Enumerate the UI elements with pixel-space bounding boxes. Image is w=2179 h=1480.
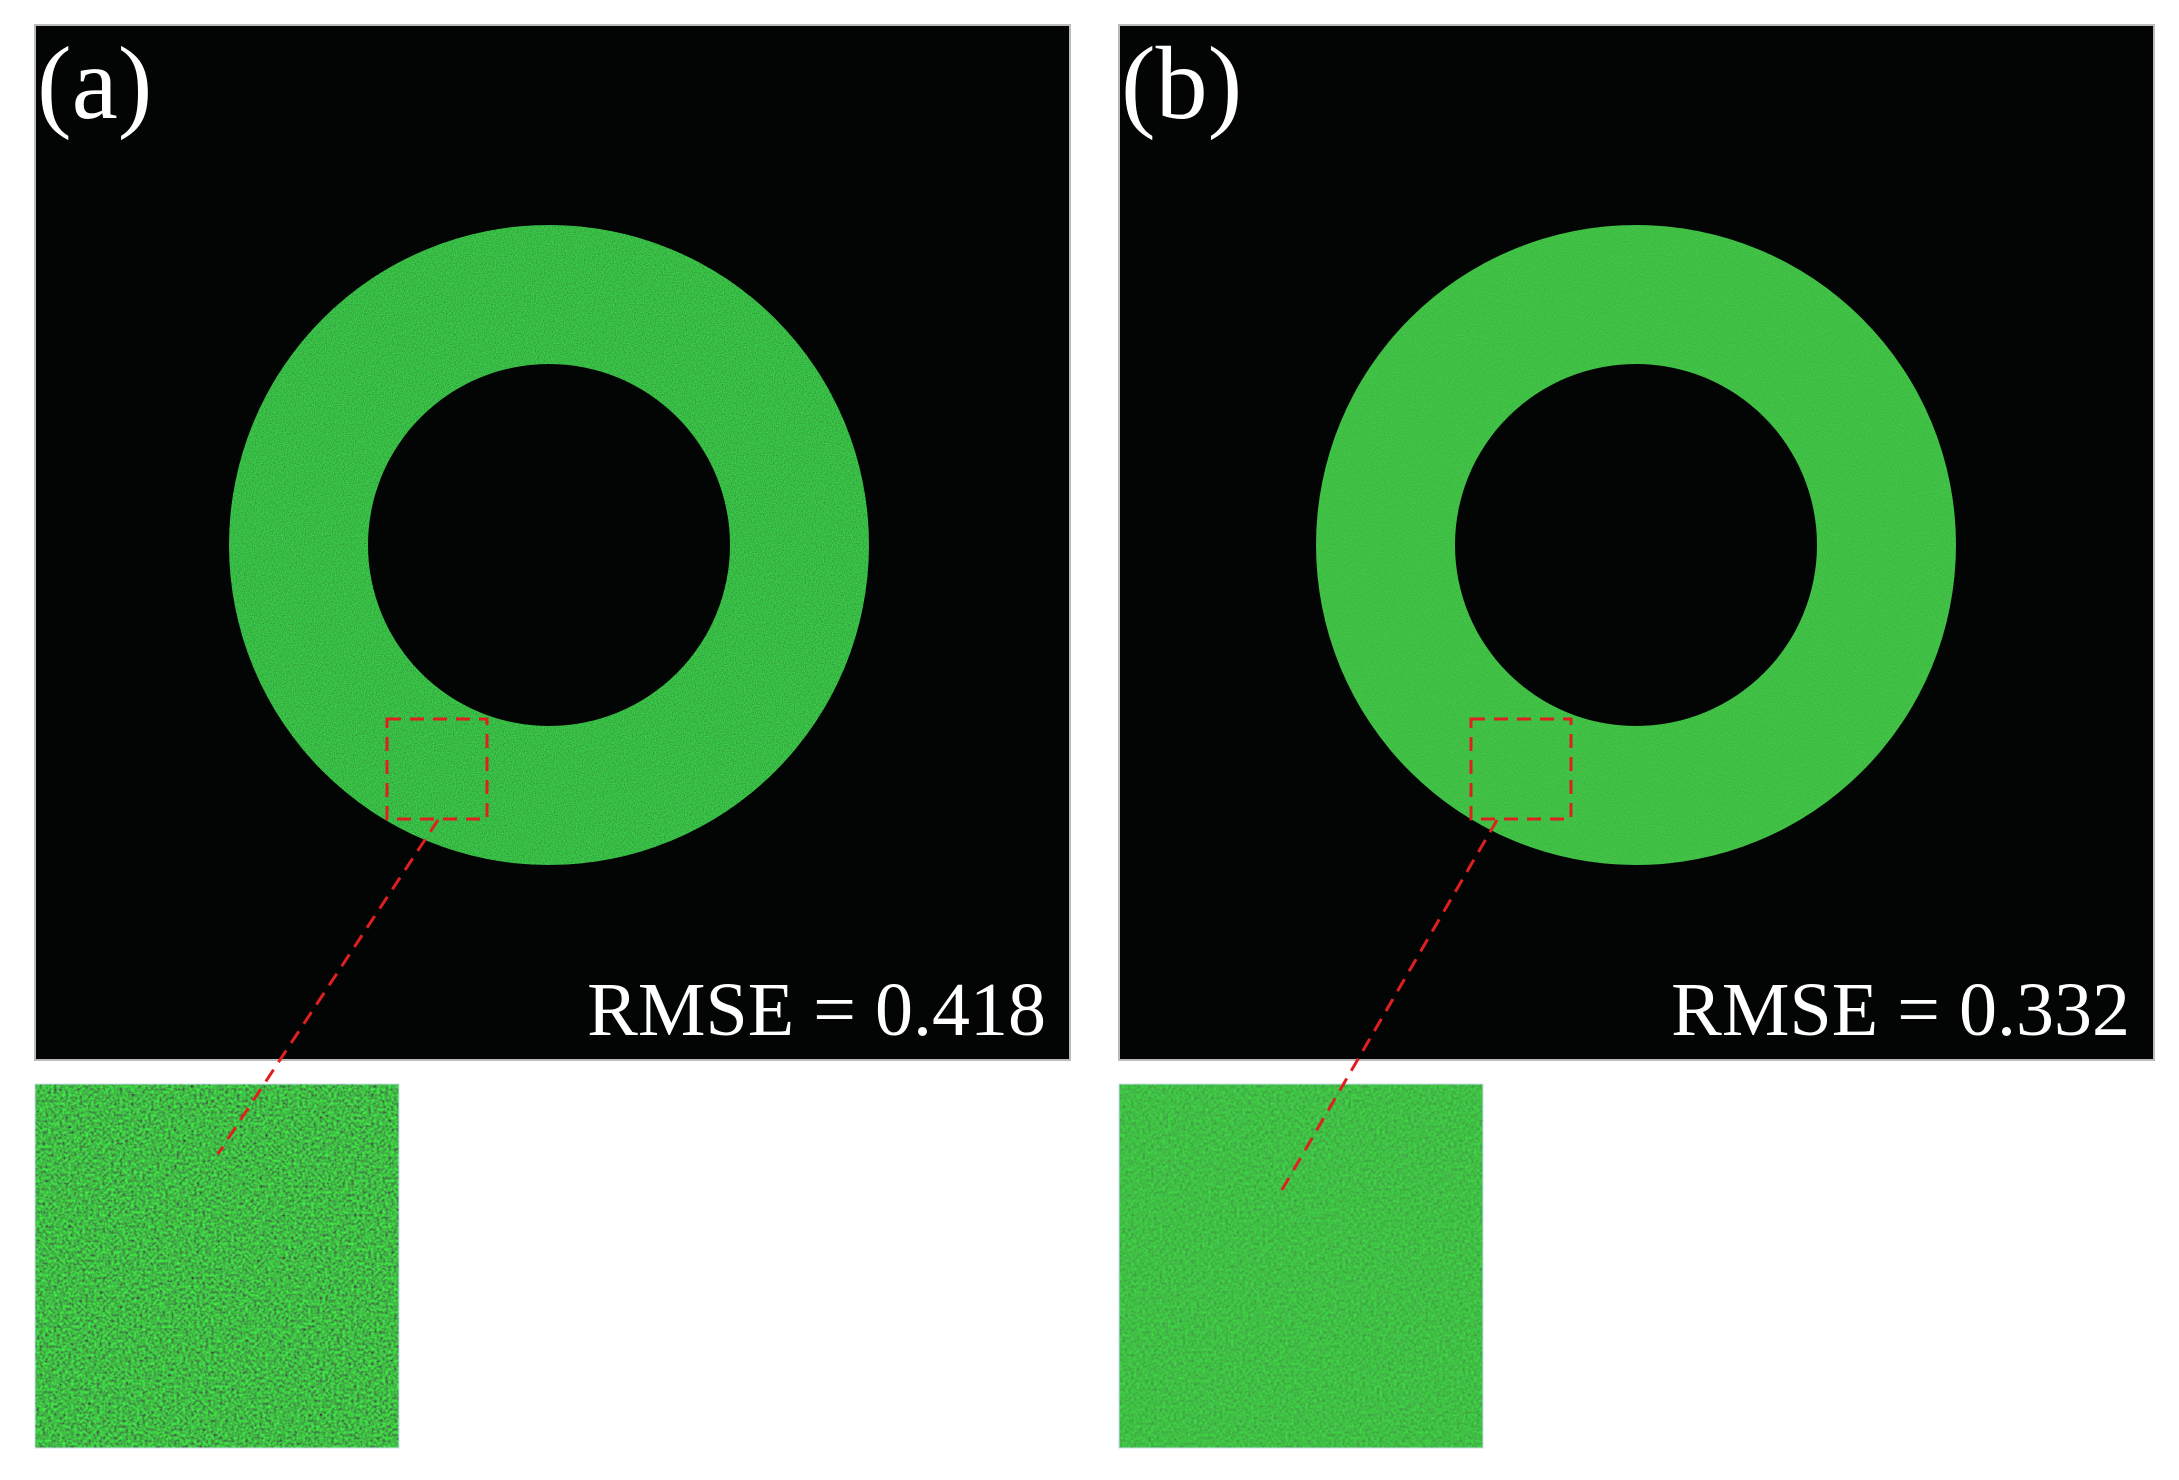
inset-frame — [34, 1083, 400, 1449]
metric: RMSE = 0.332 — [1671, 968, 2130, 1052]
metric: RMSE = 0.418 — [587, 968, 1046, 1052]
panel-b: (b) RMSE = 0.332 — [1118, 24, 2155, 1449]
image-frame — [1118, 24, 2155, 1061]
zoom-box — [385, 717, 489, 821]
panel-label: (a) — [37, 26, 152, 141]
zoom-inset — [35, 1084, 399, 1448]
panel-label: (b) — [1121, 26, 1242, 141]
panel-a: (a) RMSE = 0.418 — [34, 24, 1071, 1449]
ring — [1316, 225, 1956, 865]
zoom-box — [1469, 717, 1573, 821]
zoom-inset — [1119, 1084, 1483, 1448]
inset-frame — [1118, 1083, 1484, 1449]
zoom-connector — [216, 819, 440, 1155]
ring — [229, 225, 869, 865]
zoom-connector — [1277, 819, 1499, 1196]
image-frame — [34, 24, 1071, 1061]
